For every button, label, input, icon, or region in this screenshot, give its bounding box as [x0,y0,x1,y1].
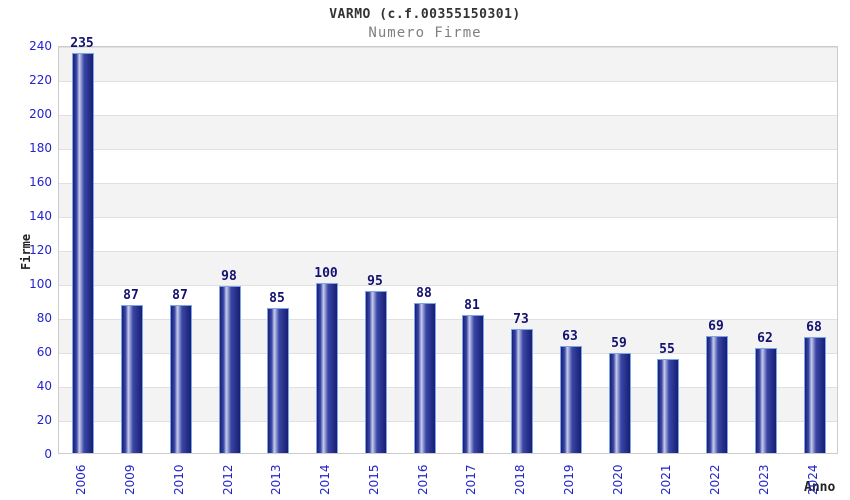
y-tick-label: 20 [36,413,52,427]
x-tick-label: 2013 [269,464,283,496]
bar-value-label: 95 [367,274,383,289]
bar-2017 [462,315,484,453]
y-tick-label: 80 [36,311,52,325]
bar-2016 [414,303,436,453]
bar-2010 [170,305,192,453]
x-tick-label: 2022 [708,464,722,496]
bar-value-label: 63 [562,329,578,344]
x-tick-label: 2023 [757,464,771,496]
bar-2006 [72,53,94,453]
x-tick-label: 2015 [367,464,381,496]
bar-value-label: 100 [314,266,338,281]
x-tick-label: 2019 [562,464,576,496]
bar-2020 [609,353,631,453]
x-axis-title: Anno [804,480,836,495]
bar-value-label: 85 [269,291,285,306]
bar-value-label: 69 [708,319,724,334]
bar-2014 [316,283,338,453]
y-tick-label: 140 [29,209,52,223]
y-tick-label: 240 [29,39,52,53]
bar-2015 [365,291,387,453]
bar-2021 [657,359,679,453]
x-tick-label: 2017 [464,464,478,496]
bar-2024 [804,337,826,453]
y-tick-label: 120 [29,243,52,257]
x-tick-label: 2018 [513,464,527,496]
plot-area [58,46,838,454]
bar-value-label: 55 [659,342,675,357]
bar-value-label: 87 [123,288,139,303]
chart-subtitle: Numero Firme [368,25,482,41]
bar-2018 [511,329,533,453]
y-tick-label: 100 [29,277,52,291]
y-tick-label: 0 [44,447,52,461]
bar-2019 [560,346,582,453]
bar-value-label: 235 [70,36,94,51]
y-tick-label: 200 [29,107,52,121]
bar-value-label: 87 [172,288,188,303]
y-tick-label: 220 [29,73,52,87]
chart-title: VARMO (c.f.00355150301) [329,7,521,22]
y-tick-label: 180 [29,141,52,155]
x-tick-label: 2010 [172,464,186,496]
x-tick-label: 2006 [74,464,88,496]
bar-value-label: 59 [611,336,627,351]
x-tick-label: 2020 [611,464,625,496]
y-tick-label: 160 [29,175,52,189]
x-tick-label: 2021 [659,464,673,496]
x-tick-label: 2016 [416,464,430,496]
bar-value-label: 98 [221,269,237,284]
x-tick-label: 2012 [221,464,235,496]
bar-value-label: 73 [513,312,529,327]
bar-2009 [121,305,143,453]
bar-value-label: 81 [464,298,480,313]
x-tick-label: 2009 [123,464,137,496]
bar-value-label: 88 [416,286,432,301]
bar-2012 [219,286,241,453]
y-tick-label: 60 [36,345,52,359]
bar-2023 [755,348,777,453]
bar-2022 [706,336,728,453]
bar-value-label: 62 [757,331,773,346]
x-tick-label: 2014 [318,464,332,496]
bar-value-label: 68 [806,320,822,335]
x-tick-label: 2024 [806,464,820,496]
y-tick-label: 40 [36,379,52,393]
bar-2013 [267,308,289,453]
